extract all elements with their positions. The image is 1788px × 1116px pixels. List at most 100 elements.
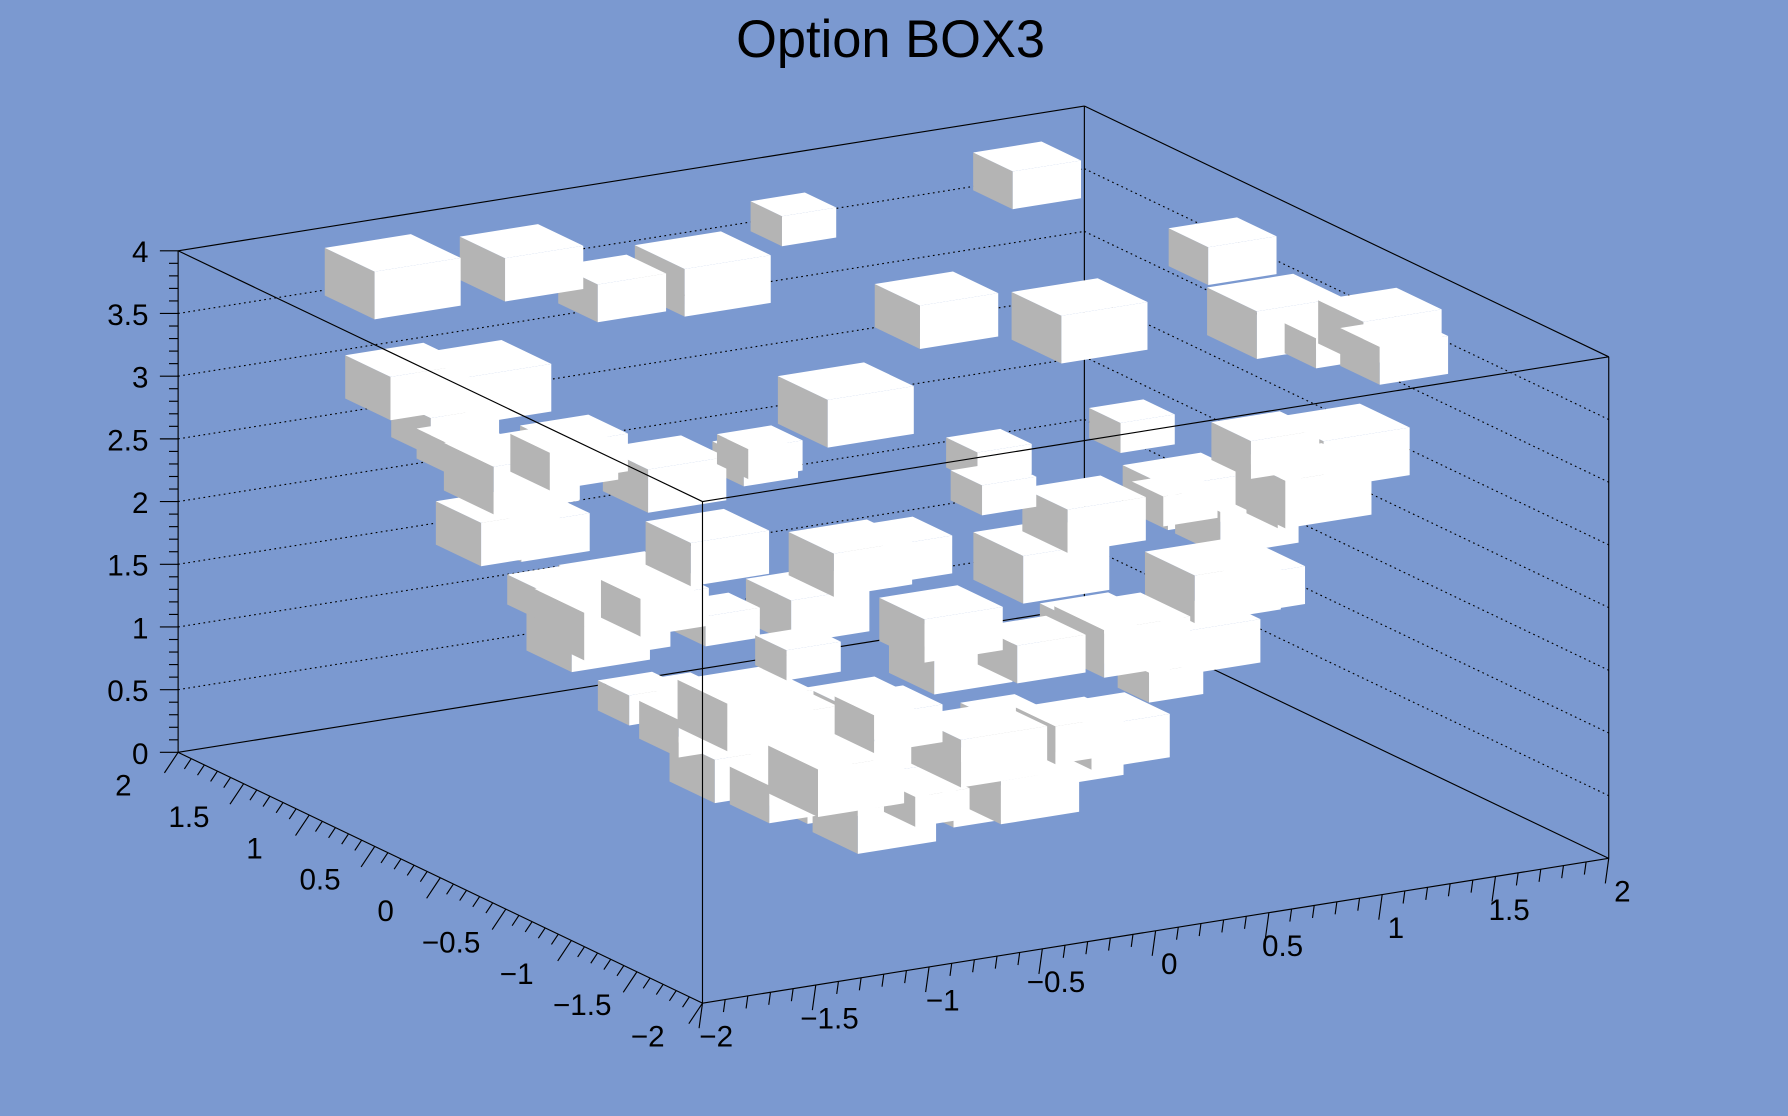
- x-axis-tick-label: 2: [1614, 876, 1630, 909]
- y-axis-tick: [223, 777, 232, 789]
- box-top-face: [558, 254, 667, 285]
- box-side-face: [716, 434, 749, 480]
- box-mark: [755, 626, 841, 681]
- box-side-face: [879, 597, 925, 663]
- box-front-face: [640, 587, 709, 637]
- box-top-face: [834, 685, 943, 716]
- box-top-face: [1054, 592, 1191, 631]
- box-top-face: [597, 671, 684, 696]
- frame-edge: [702, 356, 1609, 503]
- y-axis-tick: [426, 877, 441, 899]
- z-axis-tick-label: 2: [132, 487, 148, 520]
- box-side-face: [443, 442, 494, 515]
- y-axis-tick: [472, 896, 481, 908]
- y-axis-tick: [537, 927, 546, 939]
- z-axis-tick-label: 1.5: [107, 550, 148, 583]
- box-side-face: [1168, 228, 1209, 286]
- box-top-face: [716, 425, 803, 450]
- x-axis-tick-label: 1.5: [1489, 894, 1530, 927]
- y-axis-tick: [668, 990, 677, 1002]
- box-top-face: [1211, 411, 1320, 442]
- box-side-face: [874, 284, 920, 349]
- box-front-face: [1023, 542, 1110, 604]
- y-axis-tick: [557, 940, 572, 962]
- box-side-face: [768, 745, 819, 818]
- box-front-face: [924, 606, 1003, 663]
- box-top-face: [755, 626, 841, 651]
- y-axis-tick: [511, 915, 520, 926]
- frame-edge: [177, 250, 703, 503]
- box-front-face: [781, 207, 837, 247]
- box-side-face: [324, 247, 375, 320]
- box-side-face: [1011, 291, 1062, 364]
- y-axis-tick-label: 1: [246, 832, 262, 865]
- y-axis-tick: [459, 889, 467, 901]
- x-axis-tick-label: −1: [926, 984, 960, 1017]
- box-top-face: [973, 141, 1082, 172]
- grid-line: [178, 230, 1085, 377]
- box-mark: [788, 519, 913, 597]
- box-front-face: [1163, 487, 1218, 527]
- axes: −2 −1.5 −1 −0.5 0 0.5 1 1.5 2 −2 −1.5 −1 −0.5 0 0.5 1 1.…: [107, 236, 1630, 1053]
- y-axis-tick: [688, 1002, 703, 1024]
- box-front-face: [1000, 768, 1080, 825]
- box-front-face: [833, 541, 913, 597]
- x-axis-tick: [1515, 872, 1519, 886]
- box-top-face: [459, 224, 584, 259]
- box-top-face: [1318, 287, 1442, 322]
- box-top-face: [946, 428, 1032, 453]
- x-axis-tick: [994, 956, 998, 969]
- box-top-face: [911, 702, 1048, 740]
- x-axis-tick: [1604, 858, 1610, 884]
- y-axis-tick: [682, 996, 690, 1008]
- box-top-face: [324, 234, 461, 272]
- x-axis-tick: [1108, 937, 1111, 951]
- z-axis-tick-label: 1: [132, 612, 148, 645]
- frame-edge: [1084, 105, 1609, 358]
- y-axis-tick-label: −1: [500, 958, 534, 991]
- z-axis-tick-label: 0.5: [107, 675, 148, 708]
- box-mark: [716, 425, 803, 480]
- frame-front: [177, 250, 1609, 1004]
- x-axis-tick: [881, 974, 885, 987]
- box-side-face: [750, 201, 782, 247]
- box-mark: [1131, 472, 1218, 527]
- box-front-face: [1055, 715, 1124, 765]
- y-axis-tick-label: 1.5: [168, 801, 209, 834]
- box-side-face: [1144, 551, 1195, 624]
- grid-line: [178, 356, 1085, 503]
- box-top-face: [1022, 475, 1146, 510]
- y-axis-tick: [655, 984, 664, 995]
- box-top-face: [1144, 537, 1281, 576]
- y-axis-tick: [295, 814, 310, 836]
- x-axis-tick: [949, 963, 953, 976]
- x-axis-tick: [1311, 905, 1315, 919]
- x-axis-tick-label: −2: [699, 1020, 733, 1053]
- box-front-face: [684, 255, 771, 317]
- x-axis-tick: [1175, 927, 1179, 940]
- box-mark: [750, 192, 837, 247]
- box-side-face: [1284, 323, 1317, 369]
- frame-edge: [178, 105, 1085, 252]
- y-axis-tick: [315, 821, 323, 832]
- box-side-face: [345, 355, 391, 421]
- box-top-face: [1011, 278, 1148, 316]
- box-top-face: [1168, 217, 1277, 248]
- x-axis-tick: [972, 959, 975, 973]
- z-axis-tick-label: 0: [132, 738, 148, 771]
- y-axis-tick: [419, 871, 428, 883]
- box-front-face: [874, 704, 943, 754]
- x-axis-tick: [1357, 898, 1361, 911]
- box-mark: [777, 362, 914, 448]
- box-side-face: [435, 501, 482, 567]
- box-front-face: [374, 257, 461, 320]
- box-mark: [345, 342, 469, 421]
- y-axis-tick: [590, 952, 599, 964]
- box-mark: [324, 234, 461, 320]
- z-axis-tick-label: 2.5: [107, 424, 148, 457]
- x-axis-tick: [1378, 894, 1383, 920]
- y-axis-tick: [446, 883, 454, 895]
- box-front-face: [1250, 430, 1320, 479]
- y-axis-tick: [262, 795, 271, 807]
- x-axis-tick: [858, 977, 862, 991]
